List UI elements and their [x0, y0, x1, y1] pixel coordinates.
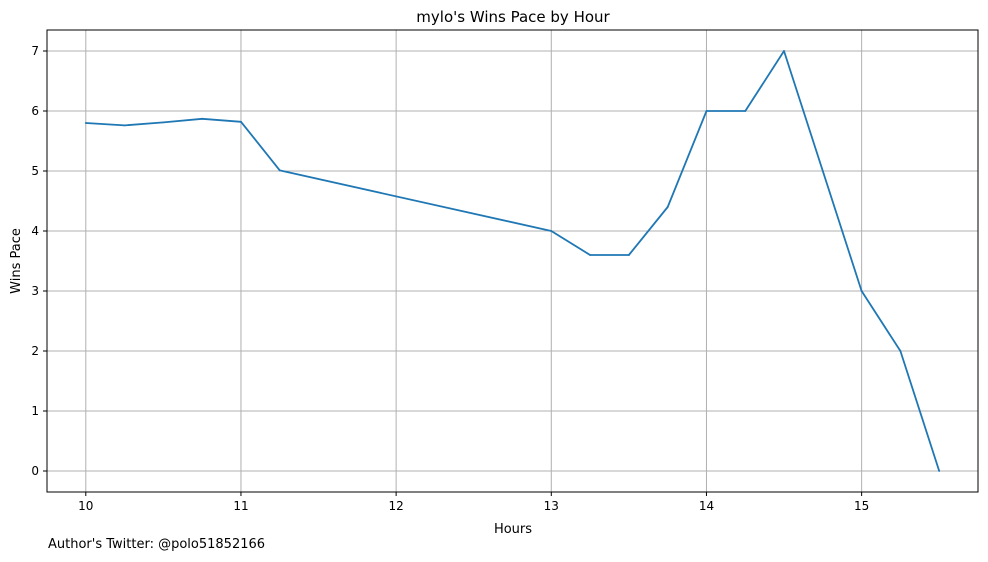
data-point [938, 470, 941, 472]
plot-frame [46, 29, 979, 493]
data-point [705, 110, 708, 112]
data-point [589, 254, 591, 256]
x-tick-label: 12 [388, 499, 403, 513]
grid-lines [47, 30, 978, 492]
data-point [123, 124, 126, 127]
x-tick-label: 11 [233, 499, 248, 513]
series-line [85, 50, 941, 472]
data-point [201, 117, 204, 120]
data-point [860, 290, 863, 292]
y-tick-label: 0 [31, 464, 39, 478]
x-tick-label: 15 [854, 499, 869, 513]
author-credit: Author's Twitter: @polo51852166 [48, 537, 266, 552]
data-point [783, 50, 785, 52]
series-layer [84, 50, 941, 472]
y-axis: 0 1 2 3 4 5 6 7 [31, 44, 47, 478]
y-tick-label: 6 [31, 104, 39, 118]
data-point [899, 350, 902, 352]
data-point [821, 170, 824, 172]
y-axis-label: Wins Pace [9, 228, 24, 294]
data-point [162, 121, 165, 124]
data-point [666, 206, 669, 208]
y-tick-label: 2 [31, 344, 39, 358]
data-point [550, 230, 553, 232]
data-point [627, 254, 630, 256]
x-tick-label: 13 [544, 499, 559, 513]
data-point [240, 120, 242, 123]
x-axis: 10 11 12 13 14 15 [78, 492, 869, 513]
x-tick-label: 14 [699, 499, 714, 513]
y-tick-label: 7 [31, 44, 39, 58]
y-tick-label: 4 [31, 224, 39, 238]
data-point [744, 110, 747, 112]
data-point [84, 122, 87, 124]
x-tick-label: 10 [78, 499, 93, 513]
y-tick-label: 5 [31, 164, 39, 178]
x-axis-label: Hours [494, 522, 532, 537]
chart-title: mylo's Wins Pace by Hour [416, 8, 610, 26]
y-tick-label: 1 [31, 404, 39, 418]
y-tick-label: 3 [31, 284, 39, 298]
data-point [278, 169, 281, 172]
